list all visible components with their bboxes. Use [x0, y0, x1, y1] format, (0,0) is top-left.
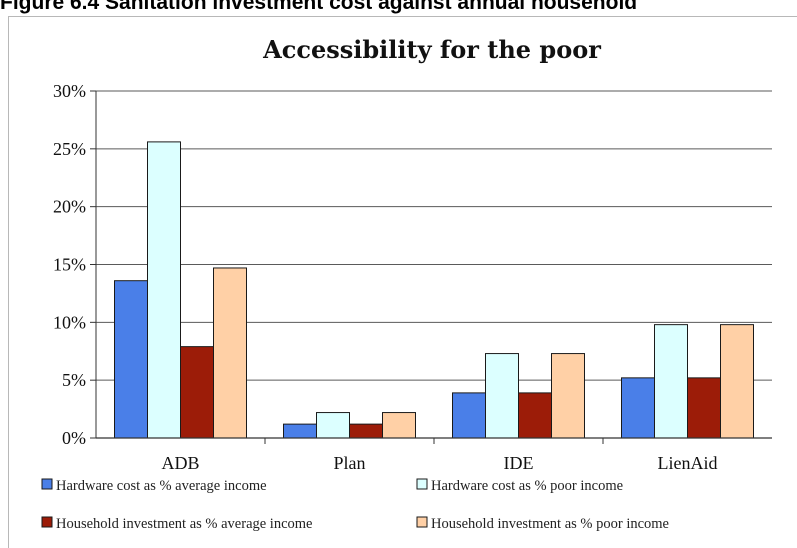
bar — [452, 392, 486, 439]
bar — [213, 267, 247, 439]
bars — [114, 141, 754, 439]
legend-label: Household investment as % poor income — [431, 516, 669, 532]
x-tick-label: ADB — [161, 453, 199, 473]
bar — [551, 353, 585, 439]
legend-label: Hardware cost as % average income — [56, 478, 267, 494]
legend-swatch — [416, 516, 428, 528]
chart-frame — [8, 16, 797, 548]
bar — [316, 412, 350, 439]
bar — [147, 141, 181, 439]
y-tick-label: 20% — [53, 197, 86, 217]
legend-swatch — [416, 478, 428, 490]
legend-swatch — [41, 478, 53, 490]
legend-label: Hardware cost as % poor income — [431, 478, 623, 494]
chart-title: Accessibility for the poor — [262, 35, 601, 64]
y-tick-label: 25% — [53, 139, 86, 159]
bar — [382, 412, 416, 439]
x-tick-label: IDE — [504, 453, 534, 473]
legend: Hardware cost as % average income Hardwar… — [41, 478, 669, 532]
bar — [654, 324, 688, 439]
bar — [114, 280, 148, 439]
y-tick-label: 15% — [53, 255, 86, 275]
y-tick-label: 30% — [53, 81, 86, 101]
bar — [180, 346, 214, 439]
bar — [283, 423, 317, 439]
y-tick-label: 5% — [62, 370, 86, 390]
legend-swatch — [41, 516, 53, 528]
bar — [518, 392, 552, 439]
bar — [349, 423, 383, 439]
legend-label: Household investment as % average income — [56, 516, 313, 532]
y-tick-label: 10% — [53, 312, 86, 332]
bar — [485, 353, 519, 439]
x-tick-label: Plan — [333, 453, 365, 473]
y-tick-label: 0% — [62, 428, 86, 448]
figure-caption: Figure 6.4 Sanitation investment cost ag… — [0, 0, 638, 14]
bar — [621, 377, 655, 439]
x-tick-label: LienAid — [658, 453, 718, 473]
axes: 0% 5% 10% 15% 20% 25% 30% ADB Plan IDE LienAid — [53, 81, 772, 473]
bar — [687, 377, 721, 439]
bar — [720, 324, 754, 439]
